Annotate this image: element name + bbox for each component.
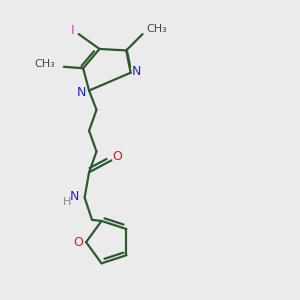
Text: CH₃: CH₃ (34, 59, 55, 69)
Text: O: O (74, 236, 84, 249)
Text: N: N (132, 65, 141, 78)
Text: N: N (70, 190, 79, 202)
Text: I: I (70, 24, 74, 37)
Text: CH₃: CH₃ (146, 24, 167, 34)
Text: H: H (63, 197, 71, 207)
Text: N: N (77, 85, 86, 98)
Text: O: O (112, 150, 122, 163)
